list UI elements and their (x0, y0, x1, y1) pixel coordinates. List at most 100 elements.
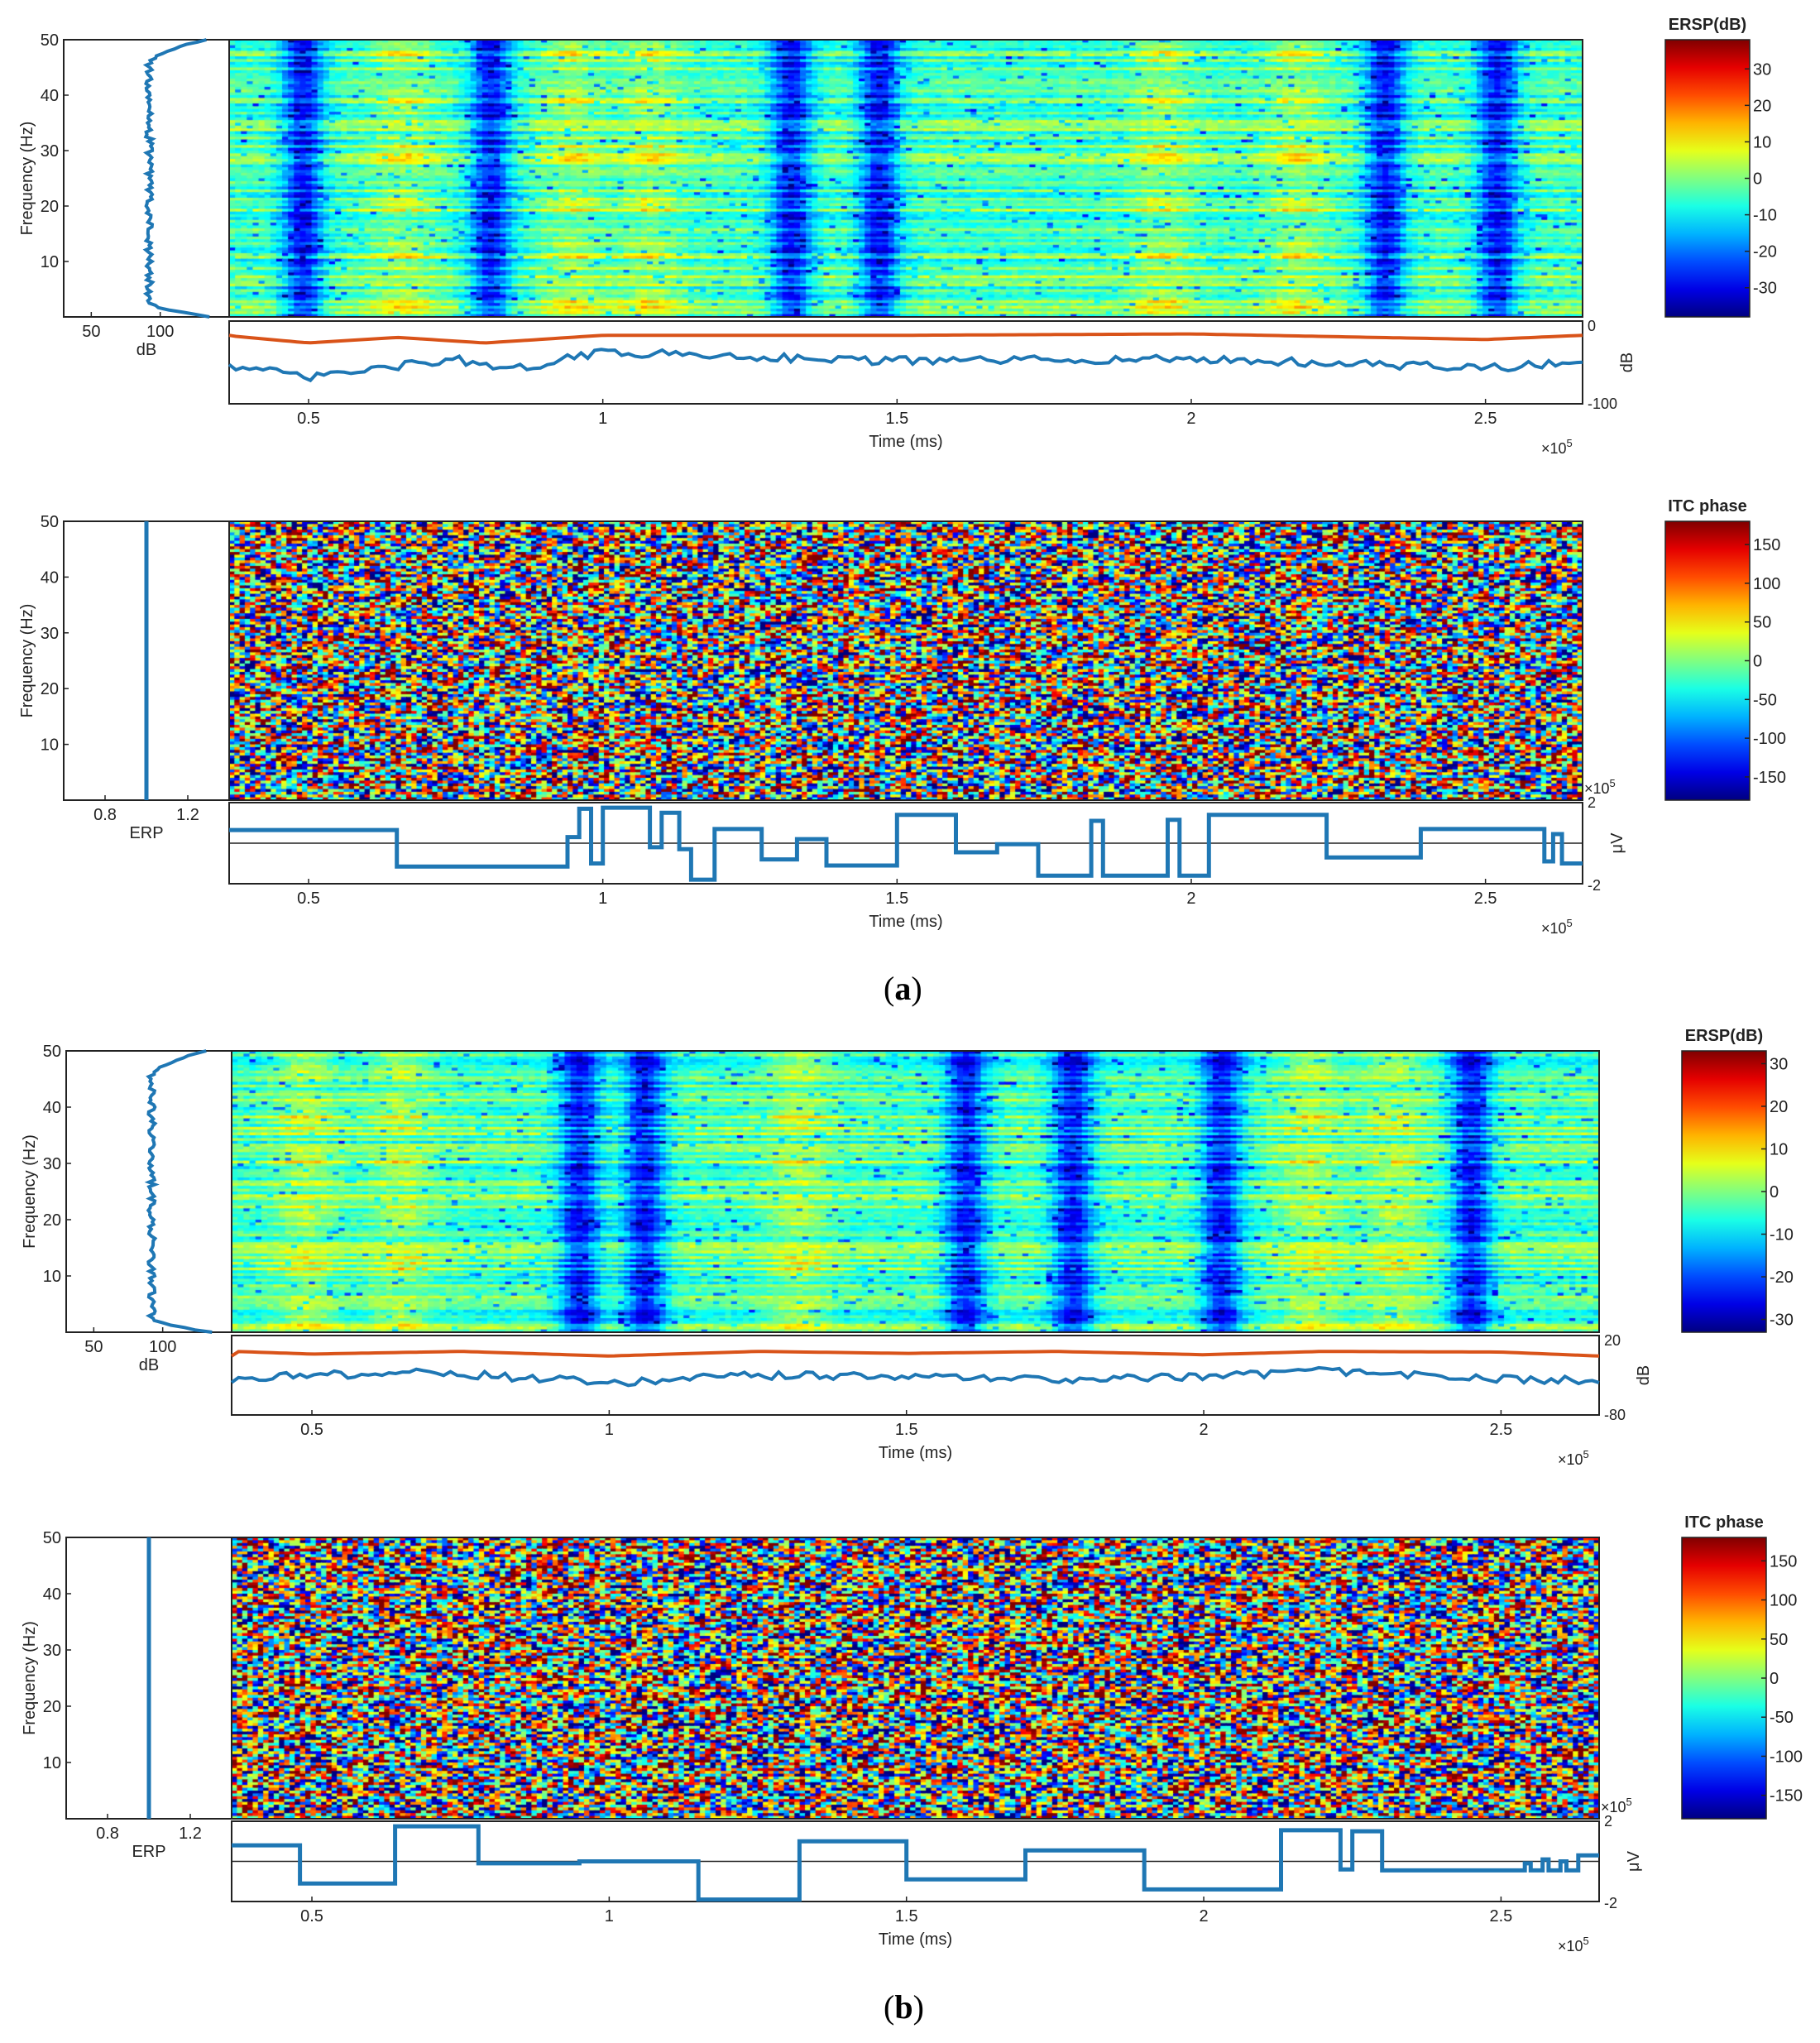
a-ersp-ytick-label: 30 (41, 142, 59, 161)
b-ersp-xtick-label: 2 (1200, 1421, 1209, 1439)
b-ersp-trace-ylabel: dB (1635, 1365, 1653, 1385)
a-itc-colorbar-title: ITC phase (1668, 497, 1747, 516)
b-itc-x-exponent: ×105 (1558, 1935, 1589, 1954)
b-ersp-colorbar-tick-label: 30 (1770, 1055, 1788, 1073)
b-ersp-trace-ytick-bottom: -80 (1604, 1407, 1626, 1423)
b-itc-ylabel: Frequency (Hz) (21, 1621, 39, 1735)
b-itc-ytick-label: 50 (43, 1529, 61, 1547)
b-ersp-colorbar (1681, 1050, 1767, 1333)
b-itc-colorbar-tick-label: -100 (1770, 1748, 1803, 1766)
b-itc-heatmap (232, 1537, 1599, 1819)
b-itc-xtick-label: 1 (605, 1907, 614, 1926)
a-ersp-marginal-tick-label: 50 (82, 323, 100, 341)
a-ersp-colorbar-tick-label: 20 (1753, 97, 1771, 115)
caption-b: (b) (884, 1988, 924, 2026)
b-itc-colorbar-tick-label: -150 (1770, 1787, 1803, 1806)
b-itc-marginal-xlabel: ERP (132, 1843, 165, 1861)
b-ersp-marginal-tick-label: 50 (84, 1338, 103, 1356)
a-ersp-colorbar-tick-label: -20 (1753, 243, 1777, 261)
a-ersp-xlabel: Time (ms) (869, 433, 942, 451)
a-itc-xtick-label: 2.5 (1474, 890, 1497, 908)
b-ersp-heatmap (232, 1051, 1599, 1332)
a-itc-ylabel: Frequency (Hz) (18, 604, 36, 718)
b-itc-colorbar-title: ITC phase (1684, 1513, 1764, 1532)
b-itc-xtick-label: 0.5 (300, 1907, 323, 1926)
a-itc-ytick-label: 10 (41, 736, 59, 755)
a-itc-ytick-label: 50 (41, 513, 59, 531)
a-itc-xlabel: Time (ms) (869, 913, 942, 931)
b-itc-colorbar-tick-label: 150 (1770, 1552, 1797, 1571)
a-ersp-colorbar-tick-label: 10 (1753, 133, 1771, 151)
a-ersp-marginal-xlabel: dB (136, 341, 156, 359)
b-ersp-ytick-label: 20 (43, 1211, 61, 1230)
a-ersp-xtick-label: 1.5 (885, 410, 908, 428)
a-ersp-trace-ytick-top: 0 (1588, 318, 1596, 334)
a-itc-colorbar-tick-label: 50 (1753, 614, 1771, 632)
b-itc-ytick-label: 10 (43, 1754, 61, 1772)
b-itc-colorbar-tick-label: -50 (1770, 1709, 1794, 1727)
b-itc-xtick-label: 2 (1200, 1907, 1209, 1926)
a-itc-colorbar-tick-label: 0 (1753, 653, 1762, 671)
b-itc-xlabel: Time (ms) (879, 1930, 952, 1949)
a-ersp-colorbar-tick-label: 30 (1753, 60, 1771, 79)
a-ersp-marginal-tick-label: 100 (146, 323, 174, 341)
b-itc-xtick-label: 1.5 (895, 1907, 918, 1926)
a-itc-trace-ytick-bottom: -2 (1588, 877, 1601, 894)
b-ersp-xtick-label: 1.5 (895, 1421, 918, 1439)
b-ersp-trace-red (230, 1350, 1600, 1358)
a-itc-xtick-label: 0.5 (297, 890, 320, 908)
b-itc-colorbar-tick-label: 100 (1770, 1592, 1797, 1610)
a-ersp-ytick-label: 50 (41, 31, 59, 50)
a-ersp-ylabel: Frequency (Hz) (18, 122, 36, 236)
b-ersp-colorbar-tick-label: 10 (1770, 1140, 1788, 1158)
b-ersp-colorbar-tick-label: -30 (1770, 1312, 1794, 1330)
b-itc-colorbar (1681, 1537, 1767, 1820)
b-itc-ytick-label: 40 (43, 1585, 61, 1604)
b-ersp-xtick-label: 2.5 (1490, 1421, 1513, 1439)
b-ersp-colorbar-tick-label: -10 (1770, 1226, 1794, 1245)
a-ersp-ytick-label: 20 (41, 198, 59, 216)
b-ersp-heatmap-frame (231, 1050, 1600, 1333)
a-ersp-xtick-label: 2.5 (1474, 410, 1497, 428)
a-itc-marginal-xlabel: ERP (129, 824, 163, 842)
b-ersp-ytick-label: 50 (43, 1043, 61, 1061)
b-ersp-colorbar-title: ERSP(dB) (1685, 1027, 1763, 1045)
b-itc-marginal-tick-label: 0.8 (96, 1825, 119, 1843)
a-ersp-xtick-label: 0.5 (297, 410, 320, 428)
b-ersp-trace-blue (230, 1365, 1600, 1388)
a-ersp-ytick-label: 40 (41, 87, 59, 105)
b-ersp-trace-ytick-top: 20 (1604, 1332, 1621, 1349)
a-itc-xtick-label: 2 (1186, 890, 1195, 908)
b-itc-heatmap-frame (231, 1537, 1600, 1820)
b-ersp-colorbar-tick-label: 0 (1770, 1183, 1779, 1201)
a-itc-trace-ytick-top: 2 (1588, 794, 1596, 811)
b-itc-corner-exponent: ×105 (1601, 1796, 1632, 1815)
b-itc-ytick-label: 20 (43, 1698, 61, 1716)
b-ersp-ytick-label: 40 (43, 1099, 61, 1117)
a-itc-ytick-label: 40 (41, 568, 59, 587)
a-ersp-colorbar-tick-label: -30 (1753, 280, 1777, 298)
a-itc-colorbar-tick-label: -150 (1753, 769, 1786, 787)
a-itc-colorbar-tick-label: 150 (1753, 536, 1780, 554)
a-itc-trace-ylabel: μV (1608, 832, 1626, 854)
b-ersp-ytick-label: 30 (43, 1155, 61, 1173)
b-itc-trace-ylabel: μV (1625, 1850, 1643, 1872)
b-ersp-marginal-tick-label: 100 (149, 1338, 176, 1356)
b-ersp-xtick-label: 1 (605, 1421, 614, 1439)
b-ersp-ylabel: Frequency (Hz) (21, 1134, 39, 1249)
b-itc-colorbar-tick-label: 50 (1770, 1631, 1788, 1649)
a-ersp-colorbar-tick-label: 0 (1753, 170, 1762, 189)
a-itc-x-exponent: ×105 (1541, 917, 1573, 937)
caption-a: (a) (884, 970, 922, 1007)
b-itc-marginal-tick-label: 1.2 (179, 1825, 202, 1843)
b-itc-trace-line (232, 1824, 1599, 1902)
a-ersp-colorbar-tick-label: -10 (1753, 207, 1777, 225)
b-ersp-xtick-label: 0.5 (300, 1421, 323, 1439)
a-ersp-trace-ylabel: dB (1618, 352, 1636, 372)
b-itc-colorbar-tick-label: 0 (1770, 1670, 1779, 1688)
